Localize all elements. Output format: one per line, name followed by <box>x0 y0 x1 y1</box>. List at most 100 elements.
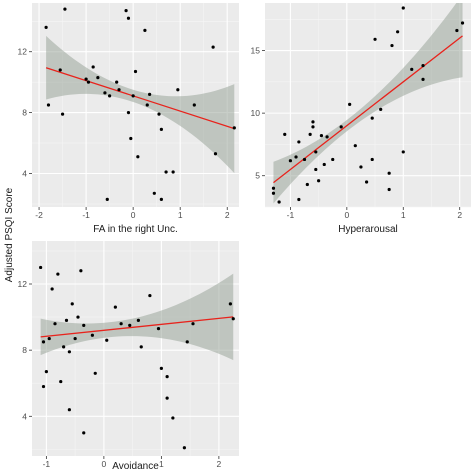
data-point <box>126 16 131 20</box>
data-point <box>192 103 196 107</box>
data-point <box>63 7 67 11</box>
data-point <box>70 302 74 306</box>
data-point <box>410 67 414 71</box>
data-point <box>60 112 65 116</box>
data-point <box>421 63 425 68</box>
data-point <box>82 431 86 435</box>
data-point <box>56 272 60 276</box>
x-tick-label: -2 <box>35 210 43 220</box>
data-point <box>317 179 321 183</box>
data-point <box>228 302 232 306</box>
data-point <box>41 340 46 344</box>
x-tick-label: 0 <box>102 459 107 469</box>
confidence-band <box>46 35 235 174</box>
data-point <box>176 88 180 92</box>
y-tick-label: 8 <box>22 345 27 355</box>
data-point <box>396 30 400 34</box>
data-point <box>191 322 195 326</box>
data-point <box>156 327 161 331</box>
x-tick-label: 1 <box>401 210 406 220</box>
y-tick-label: 8 <box>22 108 27 118</box>
data-point <box>364 180 369 184</box>
y-tick-label: 4 <box>22 411 27 421</box>
data-point <box>128 323 132 327</box>
y-tick-label: 4 <box>22 169 27 179</box>
data-point <box>76 315 80 319</box>
x-tick-label: -1 <box>43 459 51 469</box>
data-point <box>325 135 329 139</box>
data-point <box>39 265 43 270</box>
data-point <box>373 37 377 41</box>
data-point <box>129 136 133 141</box>
data-point <box>126 111 131 115</box>
data-point <box>96 76 100 80</box>
grid-lines <box>32 3 239 207</box>
data-point <box>90 333 94 337</box>
data-point <box>164 170 168 174</box>
data-point <box>165 396 169 400</box>
x-tick-label: 1 <box>178 210 183 220</box>
data-point <box>136 155 140 159</box>
confidence-band <box>273 3 463 204</box>
x-axis-label: Hyperarousal <box>338 224 397 235</box>
data-point <box>271 191 276 195</box>
shared-y-axis-label: Adjusted PSQI Score <box>4 187 15 282</box>
data-point <box>64 318 69 322</box>
data-point <box>115 80 119 84</box>
data-point <box>460 21 465 25</box>
data-point <box>157 112 161 116</box>
x-tick-label: 0 <box>344 210 349 220</box>
data-point <box>185 340 189 344</box>
plot-area <box>44 7 236 201</box>
data-point <box>387 187 391 192</box>
y-tick-label: 5 <box>255 171 260 181</box>
data-point <box>93 371 97 375</box>
data-point <box>73 336 77 341</box>
y-tick-label: 10 <box>251 108 261 118</box>
data-point <box>47 336 51 341</box>
panel-hyperarousal: -1 0 1 2 5 10 15 Hyperarousal <box>251 3 471 235</box>
x-axis-label: Avoidance <box>112 461 159 472</box>
data-point <box>86 80 91 84</box>
data-point <box>124 9 128 13</box>
y-tick-label: 15 <box>251 46 261 56</box>
data-points <box>271 6 465 204</box>
x-axis-label: FA in the right Unc. <box>93 224 178 235</box>
data-point <box>211 45 215 49</box>
data-point <box>401 6 405 10</box>
data-point <box>67 350 71 354</box>
data-point <box>308 132 312 137</box>
data-point <box>271 186 276 190</box>
axis-ticks: -1 0 1 2 5 10 15 <box>251 46 463 220</box>
data-point <box>322 162 326 167</box>
data-point <box>171 416 175 420</box>
data-point <box>59 379 63 384</box>
y-tick-label: 12 <box>18 47 28 57</box>
data-point <box>152 191 156 195</box>
y-tick-label: 12 <box>18 279 28 289</box>
confidence-band <box>40 273 234 361</box>
data-point <box>105 338 109 342</box>
data-point <box>339 125 343 129</box>
data-point <box>84 77 88 81</box>
data-point <box>44 25 48 29</box>
data-point <box>108 94 112 98</box>
data-point <box>159 366 163 370</box>
x-tick-label: 2 <box>225 210 230 220</box>
data-point <box>331 157 335 162</box>
data-points <box>44 7 236 201</box>
data-point <box>319 134 324 138</box>
data-point <box>305 182 309 187</box>
plot-area <box>39 265 235 450</box>
data-point <box>113 305 117 309</box>
data-point <box>401 150 405 154</box>
data-point <box>46 103 51 107</box>
data-point <box>67 408 71 412</box>
data-point <box>294 155 298 159</box>
data-point <box>455 28 459 33</box>
data-point <box>213 152 218 156</box>
plot-background <box>32 241 239 456</box>
